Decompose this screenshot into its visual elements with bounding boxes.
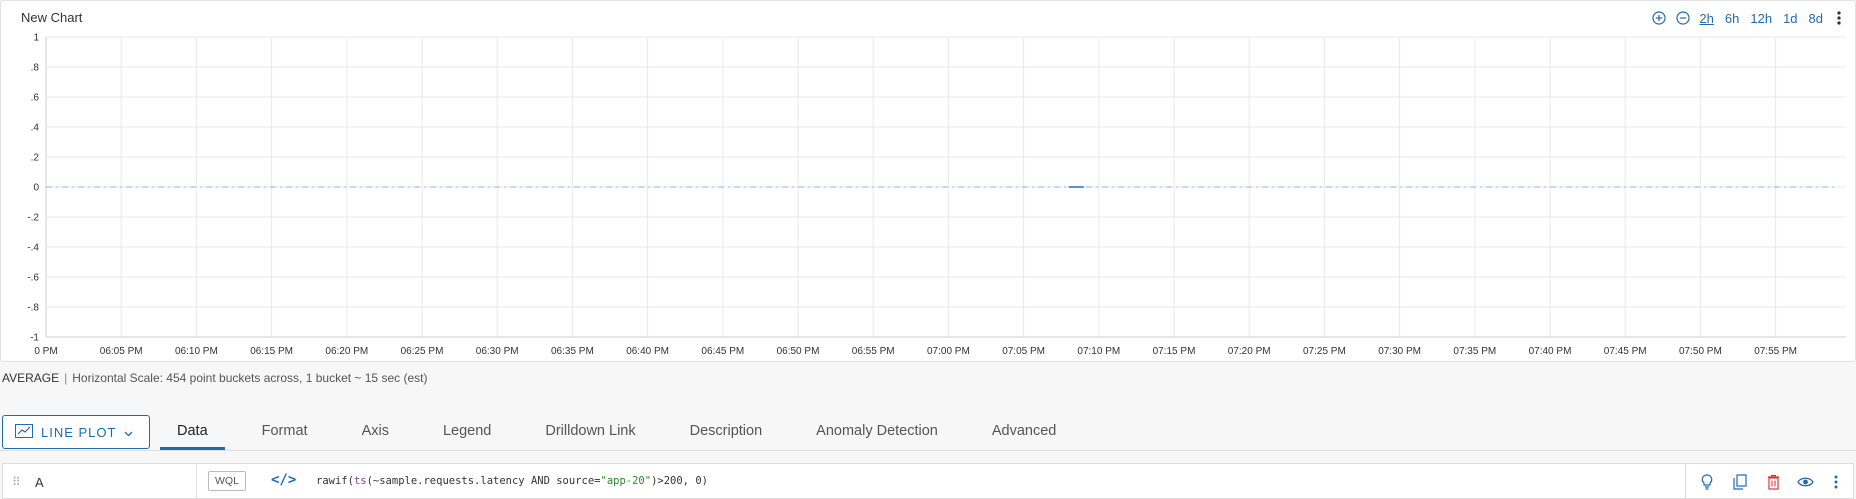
x-tick-label: 0 PM — [34, 346, 57, 357]
time-range-list: 2h 6h 12h 1d 8d — [1699, 11, 1823, 26]
time-range-8d[interactable]: 8d — [1808, 10, 1823, 26]
chart-summary: AVERAGE | Horizontal Scale: 454 point buck… — [2, 371, 427, 385]
tab-drilldown-link[interactable]: Drilldown Link — [545, 423, 636, 439]
x-tick-label: 06:50 PM — [777, 346, 820, 357]
x-tick-label: 07:20 PM — [1228, 346, 1271, 357]
expression-token: "app-20" — [600, 475, 652, 487]
query-row: ⠿ A WQL </> rawif(ts(~sample.requests.la… — [2, 463, 1854, 499]
eye-icon[interactable] — [1796, 473, 1814, 491]
lightbulb-icon[interactable] — [1698, 473, 1716, 491]
x-tick-label: 07:10 PM — [1077, 346, 1120, 357]
copy-icon[interactable] — [1731, 473, 1749, 491]
tab-description[interactable]: Description — [689, 423, 763, 439]
tabs-divider — [0, 450, 1856, 451]
x-tick-label: 07:15 PM — [1153, 346, 1196, 357]
y-tick-label: 1 — [33, 33, 39, 44]
tab-anomaly-detection[interactable]: Anomaly Detection — [816, 423, 938, 439]
x-tick-label: 07:45 PM — [1604, 346, 1647, 357]
actions-divider — [1685, 464, 1686, 498]
y-tick-label: -.8 — [27, 303, 39, 314]
time-range-12h[interactable]: 12h — [1750, 10, 1773, 26]
expression-token: )>200, 0) — [651, 475, 708, 487]
time-range-6h[interactable]: 6h — [1724, 10, 1740, 26]
x-tick-label: 06:15 PM — [250, 346, 293, 357]
x-tick-label: 06:45 PM — [701, 346, 744, 357]
expression-token: ts — [353, 475, 367, 487]
chart-type-dropdown[interactable]: LINE PLOT — [2, 415, 150, 449]
y-tick-label: .4 — [31, 123, 40, 134]
x-tick-label: 07:35 PM — [1453, 346, 1496, 357]
query-expression[interactable]: rawif(ts(~sample.requests.latency AND so… — [316, 475, 708, 487]
y-tick-label: -.2 — [27, 213, 39, 224]
query-name[interactable]: A — [35, 475, 44, 490]
x-tick-label: 07:05 PM — [1002, 346, 1045, 357]
chart-type-label: LINE PLOT — [41, 424, 117, 440]
horizontal-scale-text: Horizontal Scale: 454 point buckets acro… — [72, 371, 428, 385]
more-vertical-icon[interactable] — [1827, 473, 1845, 491]
x-tick-label: 06:05 PM — [100, 346, 143, 357]
expression-token: (~sample.requests.latency AND source= — [366, 475, 601, 487]
x-tick-label: 07:50 PM — [1679, 346, 1722, 357]
tab-data[interactable]: Data — [160, 416, 225, 450]
y-tick-label: .8 — [31, 63, 40, 74]
line-chart-icon — [15, 423, 33, 441]
x-tick-label: 06:35 PM — [551, 346, 594, 357]
summary-separator: | — [64, 371, 68, 385]
x-tick-label: 06:10 PM — [175, 346, 218, 357]
x-tick-label: 06:40 PM — [626, 346, 669, 357]
y-tick-label: .6 — [31, 93, 40, 104]
y-tick-label: -1 — [30, 333, 39, 344]
x-tick-label: 06:20 PM — [325, 346, 368, 357]
x-tick-label: 07:00 PM — [927, 346, 970, 357]
more-vertical-icon[interactable] — [1831, 10, 1847, 26]
chart-title: New Chart — [21, 10, 83, 25]
wql-mode-button[interactable]: WQL — [208, 471, 246, 491]
chart-panel: New Chart 2h 6h 12h 1d 8d 1 .8 .6 .4 .2 0 -.2 -.4 -.… — [0, 0, 1856, 362]
tab-legend[interactable]: Legend — [442, 423, 492, 439]
x-tick-label: 06:25 PM — [401, 346, 444, 357]
x-tick-label: 07:25 PM — [1303, 346, 1346, 357]
code-icon[interactable]: </> — [271, 472, 297, 488]
tab-axis[interactable]: Axis — [361, 423, 389, 439]
x-tick-label: 06:55 PM — [852, 346, 895, 357]
chart-controls: 2h 6h 12h 1d 8d — [1651, 8, 1847, 28]
time-range-2h[interactable]: 2h — [1699, 10, 1714, 26]
y-tick-label: 0 — [33, 183, 39, 194]
aggregation-label: AVERAGE — [2, 371, 60, 385]
expression-token: rawif( — [316, 475, 354, 487]
line-chart: 1 .8 .6 .4 .2 0 -.2 -.4 -.6 -.8 -1 0 PM 06:05 PM 06:1… — [27, 33, 1846, 357]
drag-handle-icon[interactable]: ⠿ — [12, 475, 21, 489]
delete-icon[interactable] — [1764, 473, 1782, 491]
chevron-down-icon — [124, 425, 133, 440]
editor-tabs: Data Format Axis Legend Drilldown Link Descri… — [160, 416, 1093, 450]
zoom-in-icon[interactable] — [1651, 10, 1667, 26]
time-range-1d[interactable]: 1d — [1783, 10, 1798, 26]
query-name-divider — [196, 464, 197, 498]
y-tick-label: -.6 — [27, 273, 39, 284]
x-tick-label: 06:30 PM — [476, 346, 519, 357]
y-tick-label: .2 — [31, 153, 40, 164]
zoom-out-icon[interactable] — [1675, 10, 1691, 26]
tab-format[interactable]: Format — [261, 423, 308, 439]
x-tick-label: 07:40 PM — [1529, 346, 1572, 357]
x-tick-label: 07:55 PM — [1754, 346, 1797, 357]
x-tick-label: 07:30 PM — [1378, 346, 1421, 357]
y-tick-label: -.4 — [27, 243, 39, 254]
tab-advanced[interactable]: Advanced — [991, 423, 1057, 439]
